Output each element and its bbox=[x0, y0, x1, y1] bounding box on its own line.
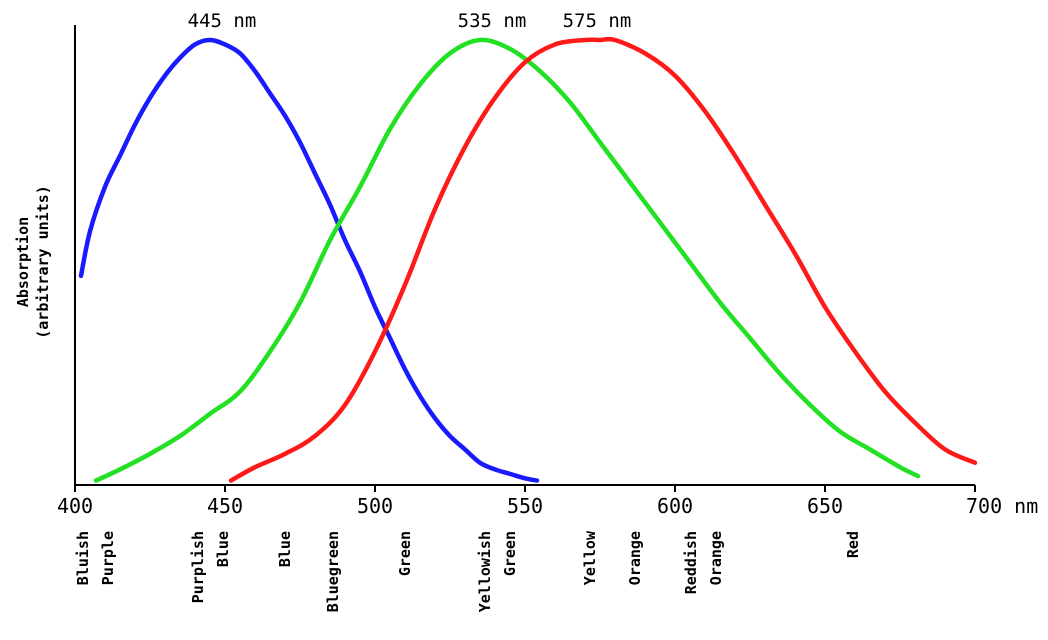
color-band-label: Purple bbox=[99, 531, 117, 585]
color-band-label: Bluish bbox=[74, 531, 92, 585]
absorption-curves bbox=[78, 36, 978, 483]
absorption-curve-2 bbox=[228, 36, 978, 483]
color-band-label: Blue bbox=[276, 531, 294, 567]
x-tick-label: 650 bbox=[807, 494, 843, 518]
color-band-label: Green bbox=[501, 531, 519, 576]
absorption-curve-0 bbox=[78, 37, 540, 483]
color-band-label: Green bbox=[396, 531, 414, 576]
x-tick-label: 400 bbox=[57, 494, 93, 518]
color-band-label: Blue bbox=[214, 531, 232, 567]
x-tick-label: 700 nm bbox=[966, 494, 1038, 518]
peak-label-1: 535 nm bbox=[458, 10, 527, 32]
color-band-label: Yellow bbox=[581, 530, 599, 585]
color-band-label: Orange bbox=[626, 531, 644, 585]
x-tick-label: 500 bbox=[357, 494, 393, 518]
peak-label-0: 445 nm bbox=[188, 10, 257, 32]
color-band-label: Orange bbox=[707, 531, 725, 585]
x-tick-label: 450 bbox=[207, 494, 243, 518]
y-axis-label-line: (arbitrary units) bbox=[34, 185, 52, 339]
color-band-label: Reddish bbox=[682, 531, 700, 594]
y-axis-label-line: Absorption bbox=[14, 217, 32, 307]
color-band-label: Red bbox=[844, 531, 862, 558]
y-axis-title: Absorption (arbitrary units) bbox=[14, 185, 52, 339]
peak-label-2: 575 nm bbox=[563, 10, 632, 32]
x-tick-label: 550 bbox=[507, 494, 543, 518]
peak-labels: 445 nm 535 nm 575 nm bbox=[188, 10, 632, 32]
color-band-label: Bluegreen bbox=[324, 531, 342, 612]
color-band-label: Purplish bbox=[189, 531, 207, 603]
color-band-labels: Bluish Purple Purplish Blue Blue Bluegreen Gre… bbox=[74, 530, 862, 612]
absorption-curve-1 bbox=[93, 37, 921, 483]
color-band-label: Yellowish bbox=[476, 531, 494, 612]
chart-axes: 400 450 500 550 600 650 700 nm bbox=[57, 25, 1038, 518]
x-tick-label: 600 bbox=[657, 494, 693, 518]
